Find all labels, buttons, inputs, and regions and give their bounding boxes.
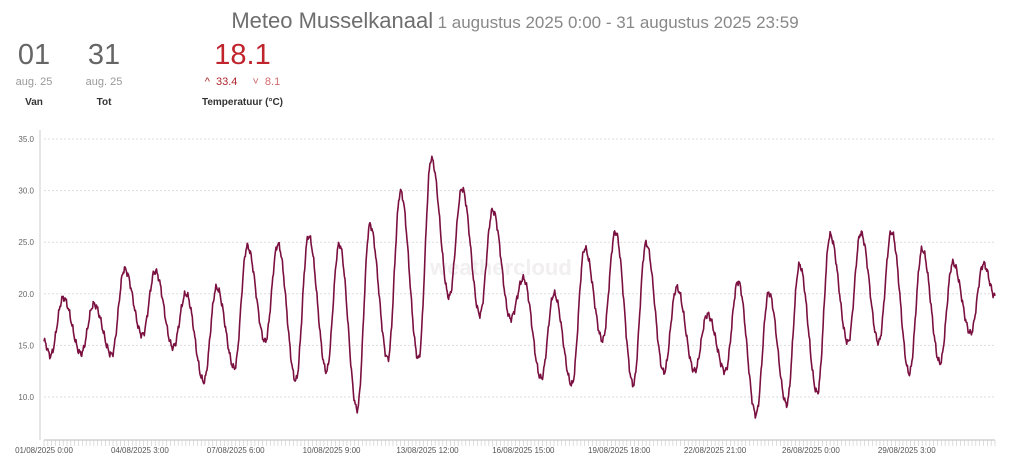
y-tick-label: 20.0	[18, 290, 34, 299]
temperature-line	[43, 155, 996, 419]
x-tick-label: 10/08/2025 9:00	[303, 446, 361, 455]
x-tick-label: 07/08/2025 6:00	[207, 446, 265, 455]
y-tick-label: 25.0	[18, 238, 34, 247]
temperature-value: 18.1	[214, 39, 271, 71]
y-tick-label: 10.0	[18, 393, 34, 402]
station-name: Meteo Musselkanaal	[231, 8, 434, 33]
y-tick-label: 35.0	[18, 135, 34, 144]
to-day: 31	[87, 39, 121, 71]
chevron-down-icon: ˅	[252, 76, 259, 88]
x-tick-label: 29/08/2025 3:00	[878, 446, 936, 455]
chevron-up-icon: ^	[204, 76, 210, 88]
x-tick-label: 26/08/2025 0:00	[782, 446, 840, 455]
x-tick-label: 16/08/2025 15:00	[492, 446, 555, 455]
x-tick-label: 01/08/2025 0:00	[15, 446, 73, 455]
from-month: aug. 25	[15, 76, 53, 88]
x-tick-label: 04/08/2025 3:00	[111, 446, 169, 455]
from-day: 01	[17, 39, 51, 71]
to-label: Tot	[96, 97, 112, 108]
temperature-stat[interactable]: 18.1 ^ 33.4 ˅ 8.1 Temperatuur (°C)	[185, 38, 300, 108]
y-tick-label: 30.0	[18, 187, 34, 196]
to-date[interactable]: 31 aug. 25 Tot	[74, 38, 134, 108]
from-date[interactable]: 01 aug. 25 Van	[4, 38, 64, 108]
from-label: Van	[25, 97, 43, 108]
x-tick-label: 13/08/2025 12:00	[396, 446, 459, 455]
y-tick-label: 15.0	[18, 341, 34, 350]
date-range: 1 augustus 2025 0:00 - 31 augustus 2025 …	[437, 13, 799, 32]
x-tick-label: 19/08/2025 18:00	[588, 446, 651, 455]
temperature-min: 8.1	[264, 76, 281, 88]
to-month: aug. 25	[85, 76, 123, 88]
chart-title: Meteo Musselkanaal 1 augustus 2025 0:00 …	[0, 8, 1024, 34]
temperature-label: Temperatuur (°C)	[201, 97, 284, 108]
temperature-max: 33.4	[215, 76, 238, 88]
x-tick-label: 22/08/2025 21:00	[684, 446, 747, 455]
